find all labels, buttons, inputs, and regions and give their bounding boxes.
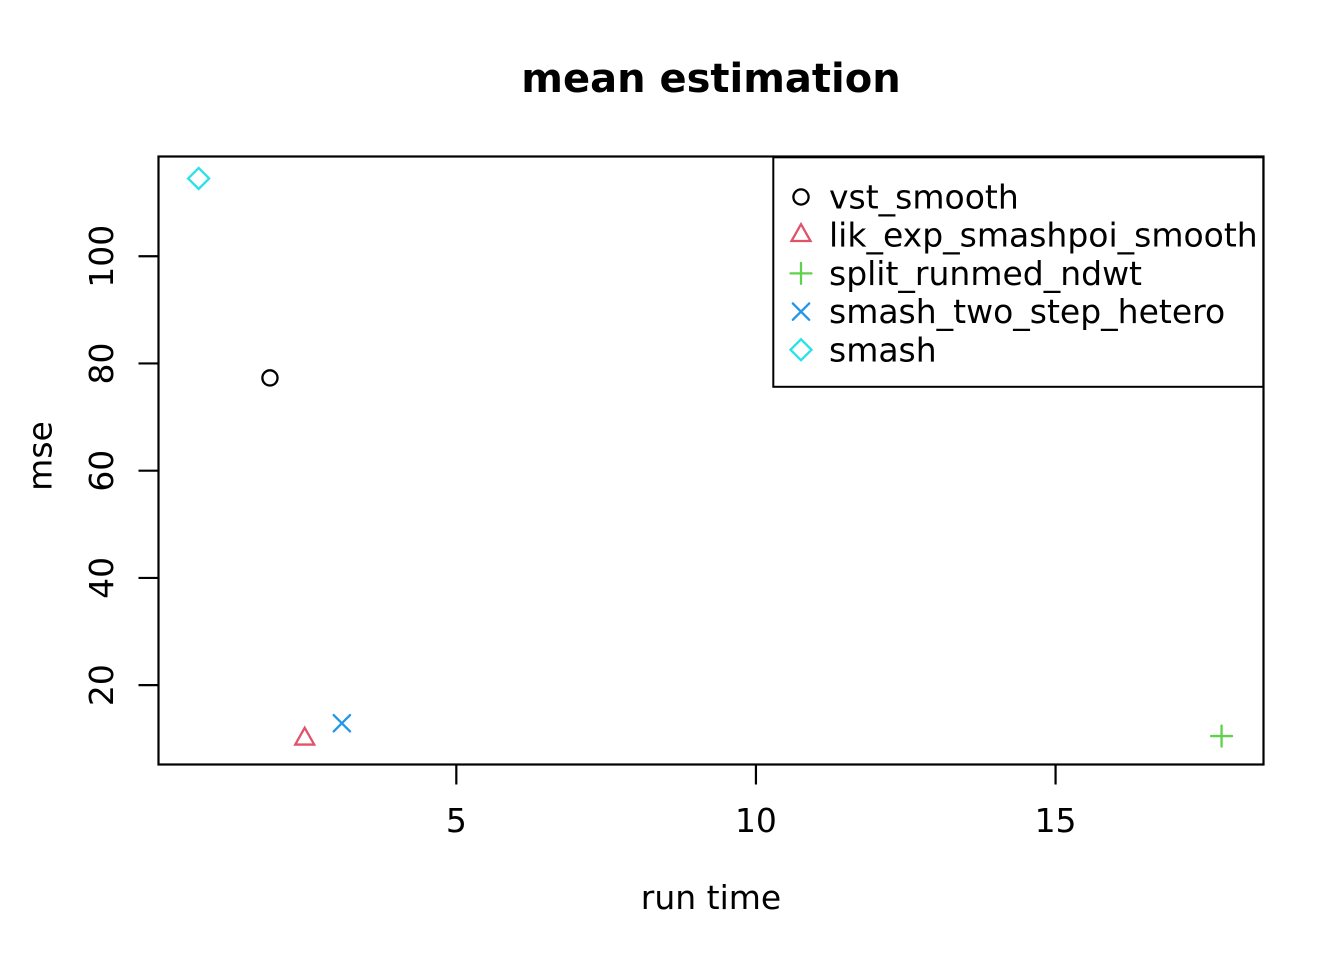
legend-border <box>772 156 1265 388</box>
triangle-icon <box>789 221 813 243</box>
plus-icon <box>789 261 813 286</box>
x-axis-label: run time <box>640 878 782 917</box>
x-tick-label: 15 <box>1035 801 1077 840</box>
y-tick-label: 20 <box>82 664 121 706</box>
chart-title: mean estimation <box>521 56 901 102</box>
y-tick-label: 100 <box>82 225 121 288</box>
legend-entry: vst_smooth <box>792 178 1019 217</box>
y-tick-label: 60 <box>82 450 121 492</box>
data-point-lik_exp_smashpoi_smooth <box>293 725 317 746</box>
plot-border <box>157 155 1265 766</box>
x-tick-label: 10 <box>735 801 777 840</box>
legend-label: smash_two_step_hetero <box>829 292 1225 331</box>
y-axis-label: mse <box>20 421 60 491</box>
data-point-split_runmed_ndwt <box>1209 724 1234 748</box>
x-icon <box>791 302 811 321</box>
x-tick-label: 5 <box>446 801 467 840</box>
legend-label: lik_exp_smashpoi_smooth <box>829 216 1258 255</box>
data-point-vst_smooth <box>261 369 279 387</box>
legend-entry: smash_two_step_hetero <box>791 292 1225 331</box>
legend-label: vst_smooth <box>829 178 1019 217</box>
data-point-smash <box>186 166 211 191</box>
legend-entry: smash <box>788 330 937 369</box>
data-point-smash_two_step_hetero <box>332 713 352 733</box>
legend-label: split_runmed_ndwt <box>829 254 1142 293</box>
y-tick-label: 40 <box>82 557 121 599</box>
legend-entry: split_runmed_ndwt <box>789 254 1142 293</box>
legend-entry: lik_exp_smashpoi_smooth <box>789 216 1258 255</box>
diamond-icon <box>788 337 814 362</box>
y-tick-label: 80 <box>82 342 121 384</box>
legend-label: smash <box>829 330 937 369</box>
legend-box: vst_smoothlik_exp_smashpoi_smoothsplit_r… <box>772 156 1265 388</box>
circle-icon <box>792 188 810 206</box>
